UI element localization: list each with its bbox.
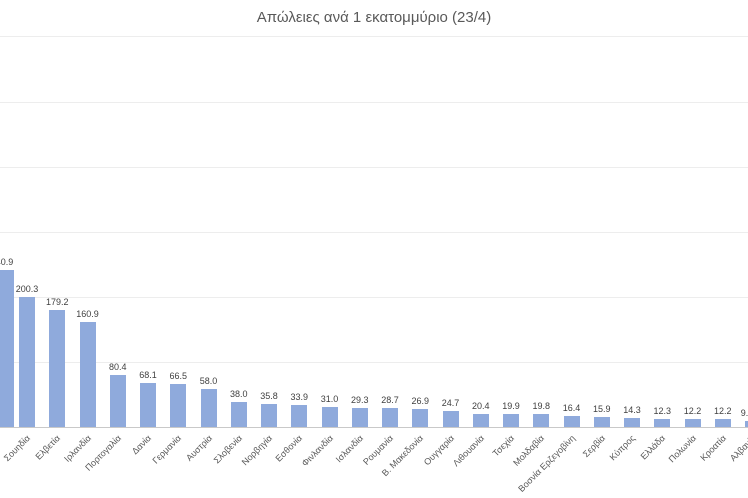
bar-value-label: 31.0 [320,393,339,404]
bar-value-label: 38.0 [229,389,248,400]
gridline [0,231,748,233]
bar-value-label: 200.3 [15,283,39,294]
bar-value-label: 35.8 [260,390,278,401]
bar [624,417,640,427]
bar [291,404,308,427]
bar-value-label: 66.5 [169,370,188,381]
gridline [0,166,748,168]
bar-value-label: 16.4 [562,403,581,414]
bar [442,410,459,427]
bar [714,419,731,427]
bar [200,389,217,427]
bar [382,408,398,427]
gridline [0,296,748,298]
bar-value-label: 15.9 [592,403,611,414]
bar [745,421,748,427]
bar [321,406,338,427]
bar-value-label: 19.9 [502,401,520,412]
bar-value-label: 80.4 [108,361,127,372]
bar-value-label: 58.0 [199,376,218,387]
bar-value-label: 9.0 [740,408,748,419]
bar [503,414,519,427]
bar-value-label: 160.9 [76,309,99,320]
bar-value-label: 24.7 [441,397,460,408]
bar-value-label: 33.9 [290,391,309,402]
bar [170,383,187,427]
bar-value-label: 14.3 [623,404,641,415]
bar-value-label: 12.2 [713,406,732,417]
bar-value-label: 28.7 [381,395,399,406]
gridline [0,361,748,363]
bar [533,414,550,427]
bar-value-label: 19.8 [532,401,551,412]
bar [261,403,277,427]
x-axis-line [0,427,748,428]
gridline [0,101,748,103]
bar-value-label: 26.9 [411,396,430,407]
bar-value-label: 179.2 [45,297,69,308]
bar [230,402,247,427]
bar [49,310,66,427]
bar [0,270,14,427]
bar-value-label: 12.2 [683,406,702,417]
bar [593,416,610,427]
gridline [0,36,748,38]
bar [412,409,429,427]
bar [472,413,489,427]
bar-value-label: 12.3 [653,405,672,416]
bar [19,296,35,427]
bar-value-label: 240.9 [0,257,14,268]
bar [351,407,368,427]
bar-value-label: 68.1 [139,369,157,380]
bar [684,419,701,427]
bar [79,322,96,427]
chart-title: Απώλειες ανά 1 εκατομμύριο (23/4) [256,9,492,26]
bar-value-label: 29.3 [350,394,369,405]
bar [140,382,156,427]
bar [654,418,671,427]
bar-value-label: 20.4 [471,400,490,411]
bar [109,374,126,427]
bar [563,416,580,427]
